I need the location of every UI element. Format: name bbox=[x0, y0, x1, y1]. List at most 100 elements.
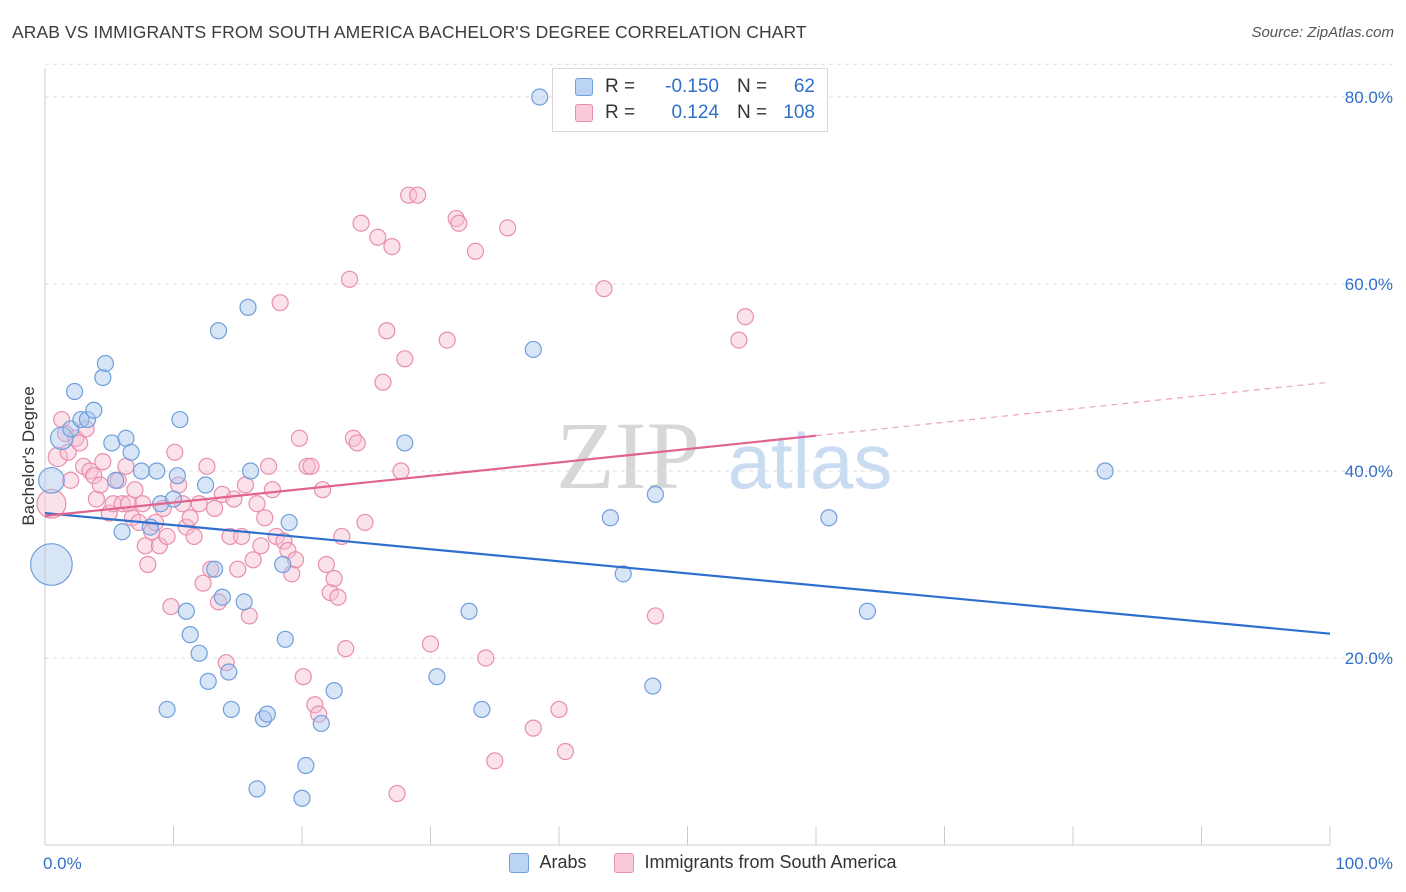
data-point bbox=[356, 513, 374, 532]
data-point bbox=[378, 322, 396, 340]
data-point bbox=[94, 368, 112, 387]
data-point bbox=[38, 466, 65, 494]
data-point bbox=[294, 668, 312, 686]
data-point bbox=[107, 471, 125, 489]
y-axis-labels: 20.0% 40.0% 60.0% 80.0% bbox=[1345, 88, 1393, 668]
data-point bbox=[293, 789, 311, 807]
data-point bbox=[158, 700, 176, 719]
legend-swatch-pink bbox=[575, 104, 593, 122]
data-point bbox=[197, 476, 215, 494]
y-tick-label: 20.0% bbox=[1345, 649, 1393, 668]
data-point bbox=[302, 457, 320, 475]
data-point bbox=[736, 308, 754, 326]
data-point bbox=[550, 700, 568, 719]
data-point bbox=[428, 668, 446, 686]
data-point bbox=[91, 476, 109, 494]
data-point bbox=[72, 410, 90, 429]
data-point bbox=[271, 294, 289, 312]
data-point bbox=[122, 443, 140, 461]
data-point bbox=[466, 242, 485, 260]
data-point bbox=[190, 495, 208, 513]
data-point bbox=[194, 574, 212, 592]
trend-line-arabs bbox=[44, 511, 1331, 635]
data-point bbox=[531, 88, 549, 106]
data-point bbox=[30, 543, 73, 586]
data-point bbox=[148, 462, 166, 480]
data-point bbox=[447, 209, 465, 228]
data-point bbox=[256, 509, 274, 527]
data-point bbox=[222, 700, 240, 719]
data-point bbox=[730, 331, 748, 349]
data-point bbox=[312, 714, 330, 733]
data-point bbox=[499, 219, 517, 237]
y-tick-label: 80.0% bbox=[1345, 88, 1393, 107]
trend-lines bbox=[44, 381, 1331, 635]
y-axis-title: Bachelor's Degree bbox=[19, 386, 38, 525]
data-point bbox=[298, 457, 316, 475]
data-point bbox=[59, 443, 77, 461]
series-arabs-points bbox=[30, 88, 1114, 807]
data-point bbox=[646, 485, 664, 503]
legend-n-value: 62 bbox=[793, 76, 815, 97]
data-point bbox=[181, 509, 199, 527]
data-point bbox=[392, 462, 410, 480]
data-point bbox=[477, 649, 495, 667]
grid-lines bbox=[45, 63, 1392, 659]
data-point bbox=[313, 481, 332, 499]
y-tick-label: 40.0% bbox=[1345, 462, 1393, 481]
data-point bbox=[96, 354, 114, 373]
data-point bbox=[473, 700, 491, 719]
data-point bbox=[601, 509, 620, 527]
data-point bbox=[173, 495, 192, 513]
data-point bbox=[450, 214, 468, 232]
data-point bbox=[94, 453, 112, 471]
data-point bbox=[646, 607, 664, 625]
data-point bbox=[134, 495, 152, 513]
data-point bbox=[239, 298, 257, 316]
data-point bbox=[388, 784, 406, 803]
legend-r-label: R = bbox=[605, 102, 636, 123]
data-point bbox=[244, 551, 262, 569]
data-point bbox=[290, 429, 309, 447]
data-point bbox=[181, 626, 199, 644]
data-point bbox=[47, 446, 69, 468]
chart-title: ARAB VS IMMIGRANTS FROM SOUTH AMERICA BA… bbox=[12, 22, 807, 42]
data-point bbox=[220, 663, 238, 681]
data-point bbox=[460, 602, 478, 620]
legend-r-value: 0.124 bbox=[671, 102, 719, 123]
data-point bbox=[1096, 462, 1114, 480]
data-point bbox=[198, 457, 216, 475]
legend-r-value: -0.150 bbox=[665, 76, 719, 97]
legend-item-immigrants: Immigrants from South America bbox=[614, 852, 897, 873]
data-point bbox=[317, 555, 336, 574]
data-point bbox=[177, 602, 195, 620]
data-point bbox=[136, 537, 154, 555]
watermark-atlas: atlas bbox=[728, 417, 893, 505]
data-point bbox=[229, 560, 247, 578]
legend-n-value: 108 bbox=[783, 102, 815, 123]
data-point bbox=[263, 481, 282, 499]
data-point bbox=[199, 672, 217, 690]
data-point bbox=[595, 280, 613, 298]
data-point bbox=[166, 443, 184, 461]
data-point bbox=[400, 186, 418, 204]
data-point bbox=[190, 644, 208, 662]
x-axis-labels: 0.0% 100.0% bbox=[43, 854, 1393, 873]
bottom-legend: Arabs Immigrants from South America bbox=[0, 852, 1406, 873]
watermark: ZIP atlas bbox=[556, 402, 892, 509]
data-point bbox=[85, 401, 103, 419]
data-point bbox=[409, 186, 427, 204]
x-tick-label-start: 0.0% bbox=[43, 854, 82, 873]
data-point bbox=[421, 635, 440, 653]
stats-legend: R = -0.150 N = 62 R = 0.124 N = 108 bbox=[552, 68, 828, 132]
data-point bbox=[297, 756, 315, 775]
legend-r-label: R = bbox=[605, 76, 636, 97]
data-point bbox=[325, 682, 343, 700]
data-point bbox=[556, 742, 575, 761]
data-point bbox=[276, 630, 294, 648]
legend-n-label: N = bbox=[737, 102, 768, 123]
data-point bbox=[87, 490, 106, 508]
data-point bbox=[85, 467, 103, 485]
legend-swatch-arabs bbox=[509, 852, 530, 873]
data-point bbox=[78, 410, 97, 429]
